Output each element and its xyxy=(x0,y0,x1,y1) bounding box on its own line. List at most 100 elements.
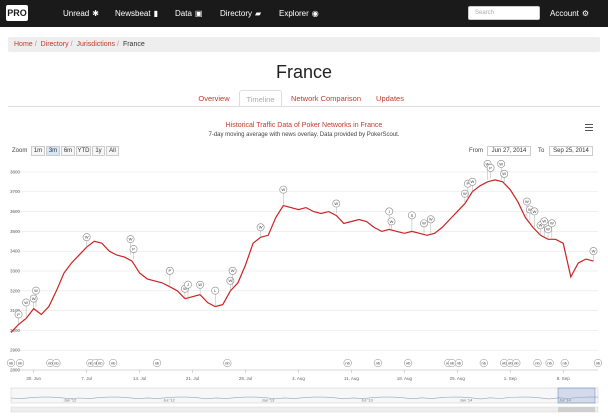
tab-updates[interactable]: Updates xyxy=(376,94,404,103)
y-tick-label: 3800 xyxy=(10,169,21,174)
news-flag[interactable] xyxy=(279,185,288,194)
navigator-series xyxy=(10,396,599,400)
nb-flag[interactable] xyxy=(52,358,61,368)
news-flag[interactable] xyxy=(420,219,428,228)
nav-directory[interactable]: Directory ▰ xyxy=(220,0,261,27)
nb-flag[interactable] xyxy=(479,358,488,368)
traffic-chart[interactable]: 2800290030003100320033003400350036003700… xyxy=(0,158,608,420)
news-flag[interactable] xyxy=(126,235,135,244)
news-flag[interactable] xyxy=(184,280,192,289)
news-flag[interactable] xyxy=(497,159,506,168)
news-flag[interactable] xyxy=(486,163,495,172)
nb-flag-label: nb xyxy=(482,361,487,366)
nb-flag-label: nb xyxy=(457,361,462,366)
zoom-3m-button[interactable]: 3m xyxy=(46,146,60,156)
zoom-all-button[interactable]: All xyxy=(106,146,119,156)
zoom-ytd-button[interactable]: YTD xyxy=(76,146,91,156)
nb-flag[interactable] xyxy=(96,358,105,368)
search-input[interactable]: Search xyxy=(468,6,540,20)
nb-flag-label: nb xyxy=(93,361,98,366)
news-flag[interactable] xyxy=(226,276,235,285)
nb-flag[interactable] xyxy=(512,358,521,368)
range-from-input[interactable]: Jun 27, 2014 xyxy=(487,146,531,156)
nb-flag[interactable] xyxy=(223,358,232,368)
news-flag[interactable] xyxy=(196,280,205,289)
nb-flag-label: nb xyxy=(508,361,513,366)
navigator-tick-label: Jan '13 xyxy=(262,398,276,403)
tab-network-comparison[interactable]: Network Comparison xyxy=(290,94,362,103)
nav-unread[interactable]: Unread ✱ xyxy=(63,0,99,27)
news-flag[interactable] xyxy=(228,266,237,275)
news-flag[interactable] xyxy=(332,199,341,208)
nb-flag[interactable] xyxy=(343,358,352,368)
news-flag[interactable] xyxy=(468,177,477,186)
news-flag[interactable] xyxy=(387,217,396,226)
news-flag[interactable] xyxy=(522,197,531,206)
folder-icon: ▰ xyxy=(255,9,262,18)
nb-flag-label: nb xyxy=(406,361,411,366)
chart-scrollbar-thumb[interactable] xyxy=(558,407,595,412)
news-flag[interactable] xyxy=(211,286,220,295)
range-to-input[interactable]: Sep 25, 2014 xyxy=(549,146,593,156)
zoom-1y-button[interactable]: 1y xyxy=(92,146,105,156)
nb-flag[interactable] xyxy=(373,358,382,368)
nb-flag[interactable] xyxy=(454,358,463,368)
news-flag[interactable] xyxy=(540,217,549,226)
news-flag[interactable] xyxy=(426,215,435,224)
news-flag[interactable] xyxy=(29,294,38,303)
news-flag-label: P xyxy=(132,246,135,251)
news-flag-label: P xyxy=(169,268,172,273)
news-flag[interactable] xyxy=(589,247,598,255)
navigator-tick-label: Jul '14 xyxy=(559,398,571,403)
nb-flag[interactable] xyxy=(16,358,25,368)
navigator-tick-label: Jan '14 xyxy=(460,398,474,403)
x-tick-label: 8. Sep xyxy=(557,376,571,381)
news-flag[interactable] xyxy=(129,245,138,253)
chart-scrollbar[interactable] xyxy=(10,406,599,413)
nb-flag[interactable] xyxy=(545,358,554,368)
nb-flag-label: nb xyxy=(111,361,116,366)
nav-account[interactable]: Account ⚙ xyxy=(550,0,589,27)
breadcrumb-home[interactable]: Home xyxy=(14,41,33,48)
nb-flag[interactable] xyxy=(109,358,118,368)
nav-newsbeat-label: Newsbeat xyxy=(115,9,151,18)
news-flag[interactable] xyxy=(22,298,31,307)
nb-flag[interactable] xyxy=(152,358,162,368)
news-flag[interactable] xyxy=(408,211,416,220)
nb-flag[interactable] xyxy=(533,358,542,368)
tab-timeline[interactable]: Timeline xyxy=(239,90,282,107)
nav-data[interactable]: Data ▣ xyxy=(175,0,202,27)
nav-newsbeat[interactable]: Newsbeat ▮ xyxy=(115,0,158,27)
nb-flag[interactable] xyxy=(6,358,16,368)
news-flag[interactable] xyxy=(385,207,394,216)
breadcrumb-directory[interactable]: Directory xyxy=(40,41,69,48)
logo[interactable]: PRO xyxy=(6,5,28,21)
news-flag[interactable] xyxy=(165,266,174,275)
traffic-series-line[interactable] xyxy=(10,179,594,333)
news-flag-label: W xyxy=(550,221,554,226)
news-flag[interactable] xyxy=(460,189,469,198)
news-flag[interactable] xyxy=(500,169,509,178)
news-flag[interactable] xyxy=(32,286,40,295)
breadcrumb: Home / Directory / Jurisdictions / France xyxy=(8,37,600,52)
news-flag[interactable] xyxy=(82,233,91,242)
y-tick-label: 3400 xyxy=(10,249,21,254)
nb-flag[interactable] xyxy=(593,358,603,368)
news-flag[interactable] xyxy=(547,219,556,228)
nb-flag[interactable] xyxy=(404,358,413,368)
news-flag[interactable] xyxy=(14,310,23,319)
nb-flag-label: nb xyxy=(345,361,350,366)
news-flag-label: W xyxy=(592,248,596,253)
news-flag-label: W xyxy=(533,209,537,214)
news-flag[interactable] xyxy=(256,223,265,232)
zoom-1m-button[interactable]: 1m xyxy=(31,146,45,156)
navigator-selection[interactable] xyxy=(557,387,596,404)
hamburger-menu-icon[interactable] xyxy=(585,124,593,132)
tab-overview[interactable]: Overview xyxy=(198,94,230,103)
breadcrumb-jurisdictions[interactable]: Jurisdictions xyxy=(76,41,116,48)
news-flag[interactable] xyxy=(530,207,539,216)
nb-flag[interactable] xyxy=(560,358,569,368)
navigator[interactable] xyxy=(10,387,599,404)
zoom-6m-button[interactable]: 6m xyxy=(61,146,75,156)
nav-explorer[interactable]: Explorer ◉ xyxy=(279,0,319,27)
